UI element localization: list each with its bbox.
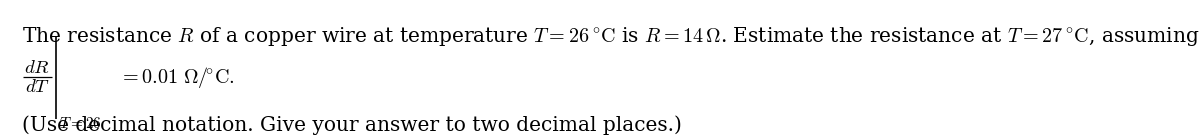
Text: $dR$: $dR$ <box>24 59 50 77</box>
Text: $T=26$: $T=26$ <box>59 116 102 131</box>
Text: (Use decimal notation. Give your answer to two decimal places.): (Use decimal notation. Give your answer … <box>22 116 682 135</box>
Text: $dT$: $dT$ <box>25 78 49 96</box>
Text: $= 0.01\ \Omega/\!^{\circ}\mathrm{C}.$: $= 0.01\ \Omega/\!^{\circ}\mathrm{C}.$ <box>119 65 235 90</box>
Text: The resistance $R$ of a copper wire at temperature $T = 26\,^{\circ}\mathrm{C}$ : The resistance $R$ of a copper wire at t… <box>22 25 1200 48</box>
